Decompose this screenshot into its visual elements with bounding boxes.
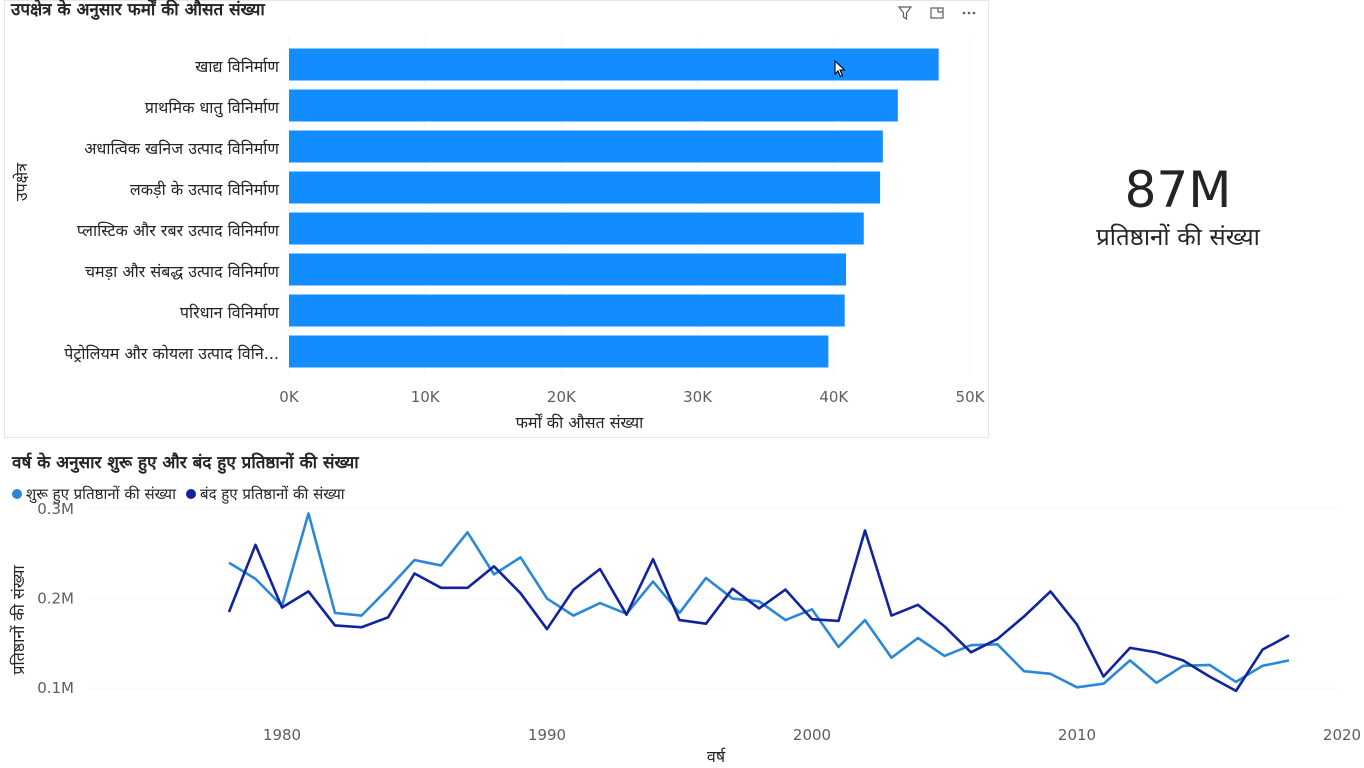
bar-category-label: प्राथमिक धातु विनिर्माण <box>145 98 280 118</box>
bar-x-tick-label: 0K <box>279 388 300 406</box>
bar-x-tick-label: 30K <box>683 388 713 406</box>
legend-label-closed: बंद हुए प्रतिष्ठानों की संख्या <box>200 485 345 503</box>
bar-x-tick-label: 40K <box>819 388 849 406</box>
kpi-label: प्रतिष्ठानों की संख्या <box>1096 223 1260 251</box>
bar <box>289 335 829 368</box>
bar <box>289 171 881 204</box>
bar-x-axis-title: फर्मों की औसत संख्या <box>516 413 644 432</box>
line-y-axis-title: प्रतिष्ठानों की संख्या <box>9 565 28 675</box>
line-x-axis-title: वर्ष <box>707 747 726 766</box>
line-x-tick-label: 1980 <box>263 726 301 744</box>
line-y-tick-label: 0.1M <box>37 679 74 697</box>
mouse-cursor-icon <box>834 60 846 78</box>
line-x-tick-label: 2010 <box>1058 726 1096 744</box>
bar-category-label: चमड़ा और संबद्ध उत्पाद विनिर्माण <box>85 262 280 281</box>
legend-item-closed[interactable]: बंद हुए प्रतिष्ठानों की संख्या <box>186 484 345 504</box>
line-y-tick-label: 0.3M <box>37 500 74 518</box>
legend-marker-closed <box>186 489 196 499</box>
bar-category-label: प्लास्टिक और रबर उत्पाद विनिर्माण <box>77 221 280 240</box>
bar <box>289 294 845 327</box>
bar <box>289 130 883 163</box>
bar <box>289 253 847 286</box>
bar-category-label: अधात्विक खनिज उत्पाद विनिर्माण <box>84 139 279 158</box>
kpi-value: 87M <box>1124 161 1232 219</box>
line-series-opened <box>228 512 1290 689</box>
bar-x-tick-label: 10K <box>411 388 441 406</box>
bar-chart-visual[interactable]: उपक्षेत्र के अनुसार फर्मों की औसत संख्या… <box>4 0 989 438</box>
bar-category-label: लकड़ी के उत्पाद विनिर्माण <box>130 180 279 199</box>
bar-category-label: खाद्य विनिर्माण <box>195 57 279 76</box>
legend-label-opened: शुरू हुए प्रतिष्ठानों की संख्या <box>26 485 176 503</box>
kpi-card[interactable]: 87M प्रतिष्ठानों की संख्या <box>1000 160 1356 280</box>
bar-chart-title: उपक्षेत्र के अनुसार फर्मों की औसत संख्या <box>11 0 265 20</box>
bar-x-tick-label: 20K <box>547 388 577 406</box>
focus-mode-icon[interactable] <box>928 5 946 23</box>
line-chart-plot: 0.3M 0.2M 0.1M 1980 1990 2000 2010 2020 वर्ष प्रत… <box>9 500 1361 766</box>
legend-item-opened[interactable]: शुरू हुए प्रतिष्ठानों की संख्या <box>12 484 176 504</box>
line-chart-visual[interactable]: वर्ष के अनुसार शुरू हुए और बंद हुए प्रति… <box>4 440 1364 768</box>
bar <box>289 89 898 122</box>
line-x-tick-label: 1990 <box>528 726 566 744</box>
bar-chart-plot: 0K 10K 20K 30K 40K 50K खाद्य विनिर्माण प्राथमिक… <box>12 38 986 432</box>
more-options-icon[interactable] <box>960 5 978 23</box>
line-chart-legend: शुरू हुए प्रतिष्ठानों की संख्या बंद हुए … <box>12 484 345 504</box>
bar-category-label: परिधान विनिर्माण <box>180 303 280 322</box>
bar <box>289 212 864 245</box>
legend-marker-opened <box>12 489 22 499</box>
bar <box>289 48 939 81</box>
bar-x-tick-label: 50K <box>956 388 986 406</box>
line-x-tick-label: 2000 <box>793 726 831 744</box>
bar-category-label: पेट्रोलियम और कोयला उत्पाद विनि... <box>64 344 279 363</box>
line-series-closed <box>227 529 1290 693</box>
bar-y-axis-title: उपक्षेत्र <box>12 162 31 201</box>
line-chart-title: वर्ष के अनुसार शुरू हुए और बंद हुए प्रति… <box>12 453 359 473</box>
filter-icon[interactable] <box>896 5 914 23</box>
visual-header-toolbar <box>896 5 978 23</box>
line-x-tick-label: 2020 <box>1323 726 1361 744</box>
line-y-tick-label: 0.2M <box>37 590 74 608</box>
